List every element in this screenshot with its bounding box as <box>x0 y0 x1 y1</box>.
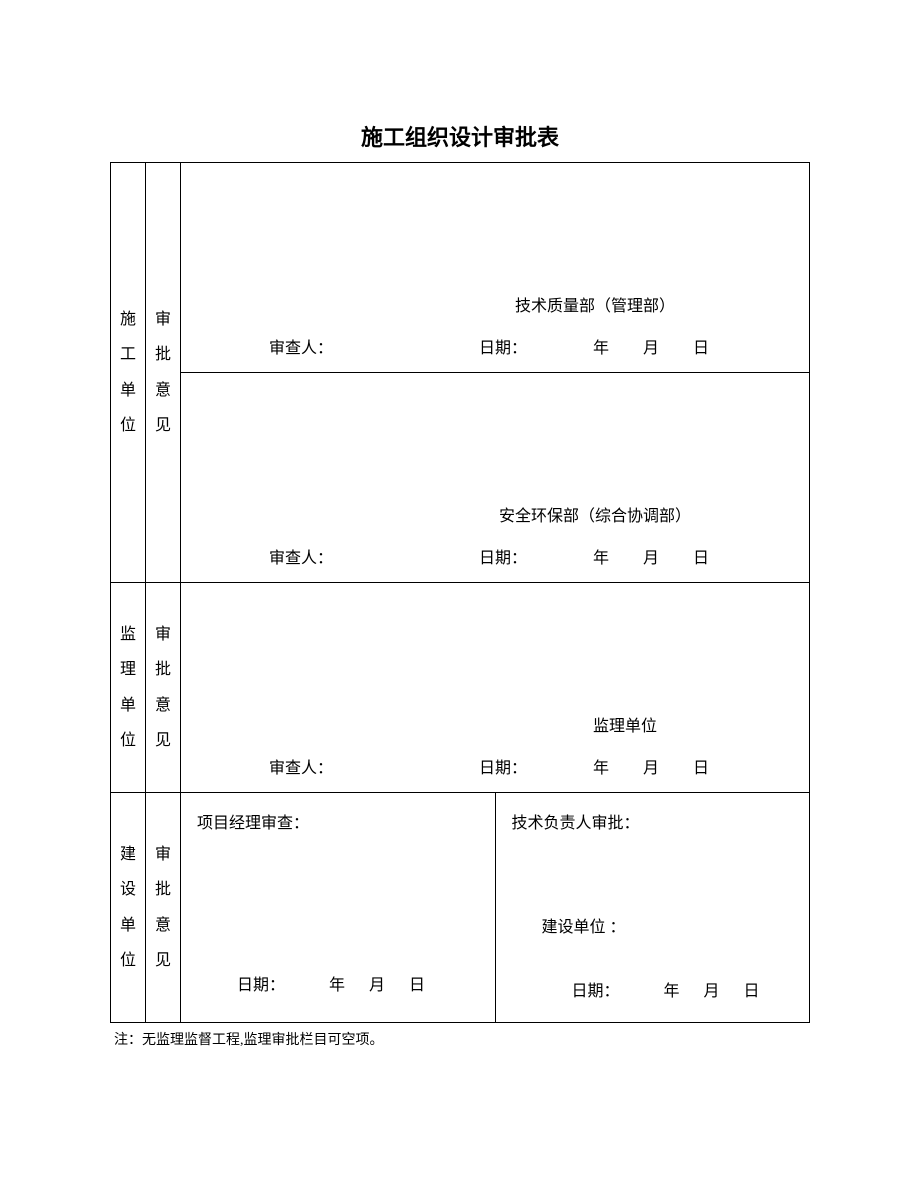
date-line-1: 日期：年月日 <box>479 334 791 358</box>
supervision-label-col1: 监理单位 <box>111 583 146 793</box>
construction-label-col1: 施工单位 <box>111 163 146 583</box>
owner-left-cell: 项目经理审查： 日期：年月日 <box>181 793 496 1023</box>
footnote: 注：无监理监督工程,监理审批栏目可空项。 <box>110 1029 810 1049</box>
owner-right-cell: 技术负责人审批： 建设单位 ： 日期：年月日 <box>495 793 810 1023</box>
construction-row2: 安全环保部（综合协调部） 审查人： 日期：年月日 <box>181 373 810 583</box>
reviewer-label-1: 审查人： <box>199 334 479 358</box>
reviewer-label-2: 审查人： <box>199 544 479 568</box>
construction-label-col2: 审批意见 <box>146 163 181 583</box>
reviewer-label-3: 审查人： <box>199 754 479 778</box>
supervision-label-col2: 审批意见 <box>146 583 181 793</box>
construction-row1: 技术质量部（管理部） 审查人： 日期：年月日 <box>181 163 810 373</box>
supervision-row: 监理单位 审查人： 日期：年月日 <box>181 583 810 793</box>
date-line-left: 日期：年月日 <box>197 971 479 995</box>
page-title: 施工组织设计审批表 <box>110 120 810 152</box>
date-line-3: 日期：年月日 <box>479 754 791 778</box>
owner-label-col1: 建设单位 <box>111 793 146 1023</box>
owner-label-col2: 审批意见 <box>146 793 181 1023</box>
date-line-right: 日期：年月日 <box>512 977 794 1001</box>
pm-review-label: 项目经理审查： <box>197 809 479 833</box>
supervision-org: 监理单位 <box>199 712 791 754</box>
owner-left-spacer <box>197 913 479 931</box>
owner-org-label: 建设单位 ： <box>512 913 794 937</box>
tech-lead-label: 技术负责人审批： <box>512 809 794 833</box>
dept-tech: 技术质量部（管理部） <box>199 292 791 334</box>
approval-form-table: 施工单位 审批意见 技术质量部（管理部） 审查人： 日期：年月日 安全环保部（综… <box>110 162 810 1023</box>
dept-safety: 安全环保部（综合协调部） <box>199 502 791 544</box>
date-line-2: 日期：年月日 <box>479 544 791 568</box>
